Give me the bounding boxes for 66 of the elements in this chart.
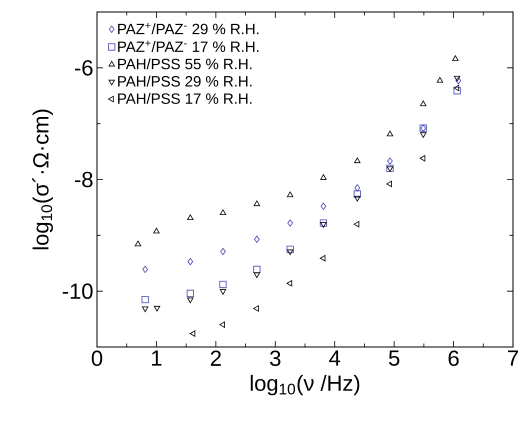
point (187, 214, 194, 220)
point (287, 219, 293, 227)
point (454, 84, 460, 92)
point (320, 219, 328, 227)
point (420, 132, 426, 138)
point (153, 228, 160, 234)
point (142, 266, 148, 273)
point (190, 330, 196, 337)
point (286, 192, 294, 198)
point (320, 222, 327, 228)
point (354, 184, 360, 192)
point (253, 305, 259, 312)
point (219, 321, 225, 328)
point (354, 157, 360, 164)
point (456, 77, 462, 84)
point (386, 130, 394, 136)
y-tick-label: -8 (74, 172, 93, 188)
x-tick-label: 6 (448, 350, 459, 366)
point (142, 306, 148, 312)
point (220, 209, 226, 215)
y-axis-title: log$_{10}$(σ´·Ω·cm) (32, 110, 53, 250)
point (454, 76, 460, 82)
point (142, 296, 149, 304)
point (420, 155, 426, 162)
legend-label: PAZ$^{+}$/PAZ$^{-}$ 29 % R.H. (118, 22, 258, 34)
y-tick-label: -10 (62, 283, 93, 299)
point (286, 246, 294, 253)
point (286, 250, 294, 256)
point (254, 200, 260, 206)
point (354, 220, 360, 228)
point (253, 266, 260, 273)
x-tick-label: 4 (329, 350, 340, 366)
x-tick-label: 2 (210, 350, 221, 366)
x-axis-title: log$_{10}$(ν /Hz) (250, 374, 360, 396)
point (220, 289, 226, 295)
point (320, 202, 326, 210)
point (454, 87, 461, 94)
point (286, 280, 292, 287)
x-tick-label: 5 (388, 350, 400, 366)
point (186, 290, 194, 297)
x-tick-label: 3 (270, 350, 280, 366)
point (220, 248, 226, 256)
x-tick-label: 1 (152, 350, 162, 366)
point (219, 280, 227, 288)
legend-label: PAH/PSS 17 % R.H. (118, 92, 252, 104)
legend-label: PAZ$^{+}$/PAZ$^{-}$ 17 % R.H. (118, 40, 258, 52)
point (320, 255, 326, 262)
point (386, 180, 392, 188)
point (188, 258, 194, 266)
point (154, 306, 160, 312)
point (187, 298, 194, 304)
point (254, 236, 260, 243)
x-tick-label: 7 (508, 350, 518, 366)
point (320, 174, 327, 180)
point (452, 55, 459, 61)
y-tick-label: -6 (74, 60, 93, 76)
point (387, 157, 393, 165)
point (354, 190, 361, 198)
point (354, 196, 360, 202)
point (420, 100, 426, 106)
legend-label: PAH/PSS 55 % R.H. (118, 58, 252, 70)
legend-label: PAH/PSS 29 % R.H. (118, 76, 252, 87)
point (436, 77, 444, 83)
x-tick-label: 0 (92, 350, 102, 366)
point (254, 272, 260, 278)
point (134, 240, 142, 246)
